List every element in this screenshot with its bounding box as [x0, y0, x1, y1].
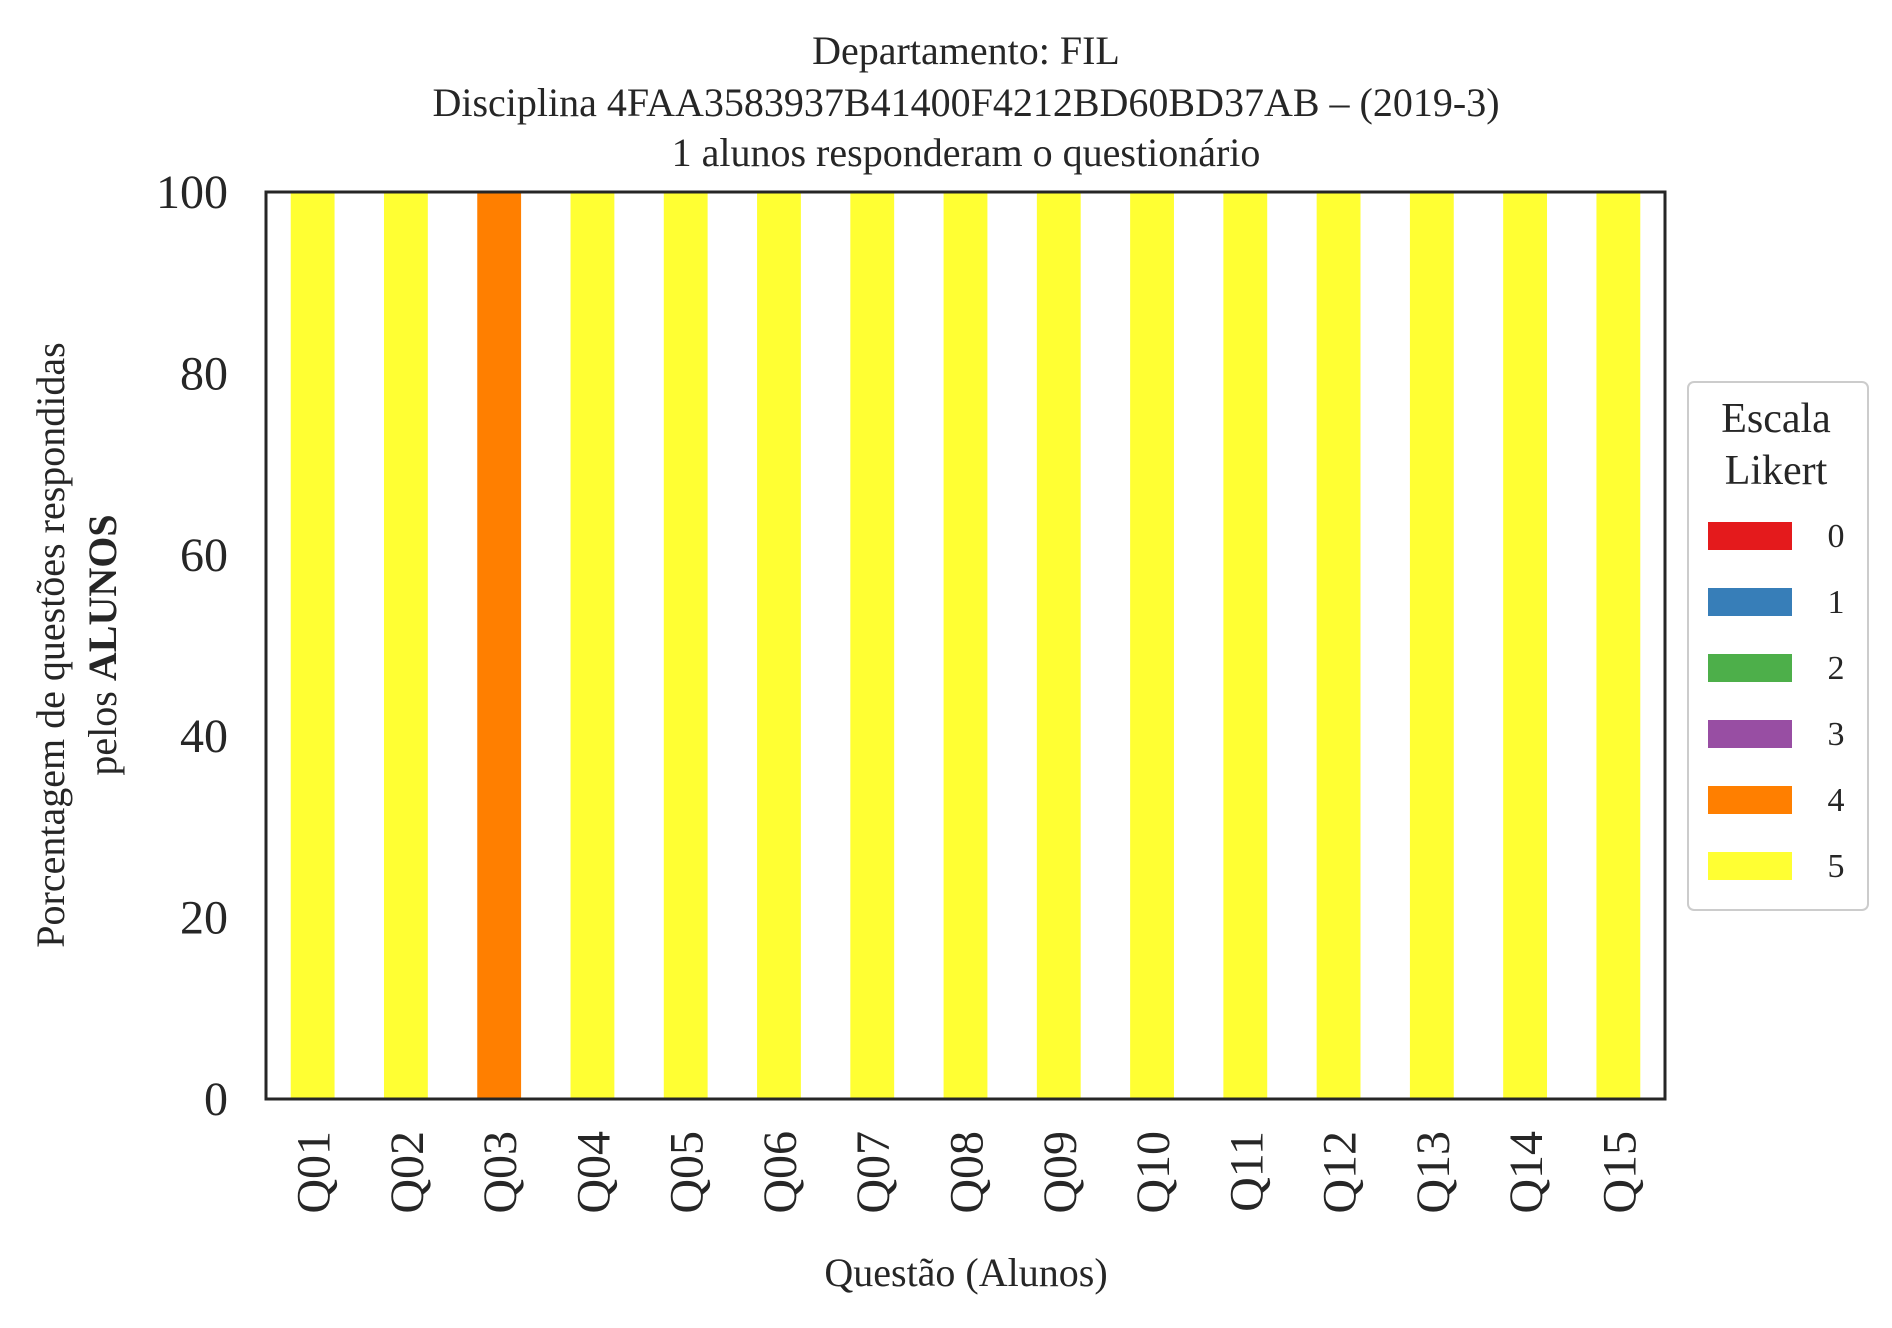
bar-q07-likert-5: [850, 192, 895, 1099]
x-axis-label: Questão (Alunos): [824, 1250, 1107, 1295]
y-tick-label: 80: [180, 347, 228, 400]
legend-label-4: 4: [1828, 782, 1845, 819]
bar-q11-likert-5: [1223, 192, 1268, 1099]
title-line-1: Departamento: FIL: [812, 28, 1120, 73]
plot-frame: [264, 190, 1667, 1101]
y-axis-label-bold: ALUNOS: [80, 514, 125, 681]
bar-q03-likert-4: [477, 192, 522, 1099]
legend: Escala Likert 0 1 2 3 4 5: [1687, 381, 1869, 911]
y-tick-label: 60: [180, 529, 228, 582]
y-axis-label-line-1: Porcentagem de questões respondidas: [28, 342, 73, 947]
x-tick-label: Q04: [567, 1131, 620, 1214]
y-tick-label: 0: [204, 1073, 228, 1126]
x-tick-label: Q08: [941, 1131, 994, 1214]
legend-label-1: 1: [1828, 584, 1845, 621]
bar-q14-likert-5: [1503, 192, 1548, 1099]
x-tick-label: Q05: [661, 1131, 714, 1214]
bar-q05-likert-5: [663, 192, 708, 1099]
y-tick-label: 20: [180, 892, 228, 945]
y-tick-label: 40: [180, 710, 228, 763]
bar-q12-likert-5: [1316, 192, 1361, 1099]
title-line-3: 1 alunos responderam o questionário: [672, 130, 1261, 175]
x-tick-label: Q09: [1034, 1131, 1087, 1214]
bar-q04-likert-5: [570, 192, 615, 1099]
title-line-2: Disciplina 4FAA3583937B41400F4212BD60BD3…: [432, 80, 1499, 125]
bar-q08-likert-5: [943, 192, 988, 1099]
x-tick-label: Q12: [1314, 1131, 1367, 1214]
x-axis-ticks: Q01 Q02 Q03 Q04 Q05 Q06 Q07 Q08 Q09 Q10 Q11 Q12 Q13 Q…: [288, 1131, 1647, 1214]
legend-label-2: 2: [1828, 650, 1845, 687]
bar-q10-likert-5: [1130, 192, 1174, 1099]
legend-title-line-1: Escala: [1721, 396, 1831, 442]
x-tick-label: Q03: [474, 1131, 527, 1214]
legend-swatch-2: [1708, 654, 1792, 682]
x-tick-label: Q06: [754, 1131, 807, 1214]
x-tick-label: Q14: [1500, 1131, 1553, 1214]
legend-swatch-0: [1708, 522, 1792, 550]
x-tick-label: Q13: [1407, 1131, 1460, 1214]
x-tick-label: Q11: [1220, 1131, 1273, 1212]
legend-swatch-1: [1708, 588, 1792, 616]
bars: [290, 192, 1641, 1099]
y-axis-label-prefix: pelos: [80, 681, 125, 775]
bar-q09-likert-5: [1036, 192, 1081, 1099]
legend-label-3: 3: [1828, 716, 1845, 753]
legend-swatch-4: [1708, 786, 1792, 814]
bar-q02-likert-5: [383, 192, 428, 1099]
y-tick-label: 100: [156, 166, 228, 219]
y-axis-ticks: 0 20 40 60 80 100: [156, 166, 228, 1126]
x-tick-label: Q15: [1593, 1131, 1646, 1214]
y-axis-label: Porcentagem de questões respondidas pelo…: [28, 342, 125, 947]
legend-swatch-5: [1708, 852, 1792, 880]
bar-q15-likert-5: [1596, 192, 1641, 1099]
legend-label-0: 0: [1828, 518, 1845, 555]
legend-label-5: 5: [1828, 848, 1845, 885]
legend-frame: [1687, 381, 1869, 911]
x-tick-label: Q02: [381, 1131, 434, 1214]
legend-title-line-2: Likert: [1725, 448, 1828, 494]
chart-title: Departamento: FIL Disciplina 4FAA3583937…: [432, 28, 1499, 175]
legend-swatch-3: [1708, 720, 1792, 748]
bar-q01-likert-5: [290, 192, 335, 1099]
x-tick-label: Q01: [288, 1131, 341, 1214]
bar-q13-likert-5: [1409, 192, 1454, 1099]
legend-items: 0 1 2 3 4 5: [1708, 518, 1845, 885]
x-tick-label: Q07: [847, 1131, 900, 1214]
x-tick-label: Q10: [1127, 1131, 1180, 1214]
bar-q06-likert-5: [757, 192, 801, 1099]
y-axis-label-line-2: pelos ALUNOS: [80, 514, 125, 775]
